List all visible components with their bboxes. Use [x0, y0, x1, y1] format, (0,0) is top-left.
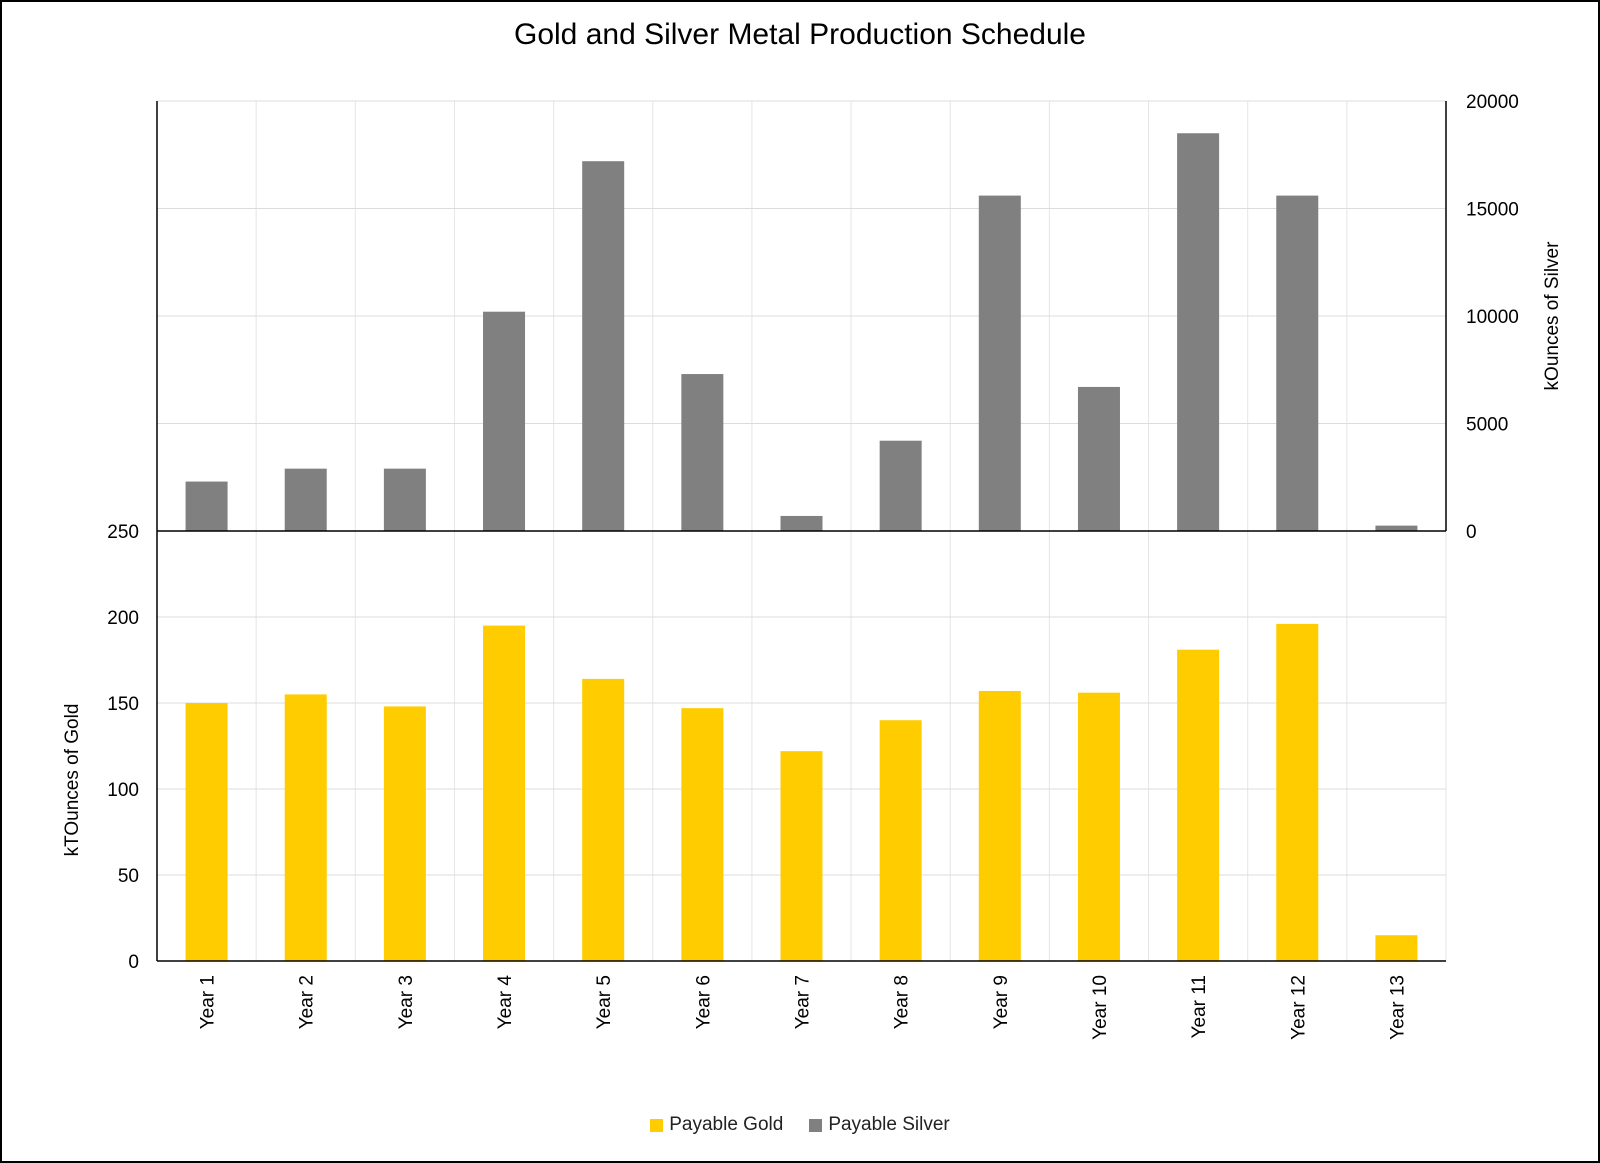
silver-axis-tick-label: 5000 [1466, 415, 1508, 436]
gold-bar-year-11 [1177, 649, 1220, 961]
gold-axis-tick-label: 150 [107, 694, 139, 715]
gold-bar-year-7 [780, 751, 823, 961]
legend: Payable Gold Payable Silver [0, 1114, 1600, 1136]
legend-item-silver: Payable Silver [809, 1114, 950, 1136]
x-tick-label: Year 13 [1387, 975, 1408, 1040]
silver-axis-title: kOunces of Silver [1542, 241, 1563, 391]
legend-label-silver: Payable Silver [828, 1114, 950, 1135]
silver-bar-year-1 [185, 481, 228, 531]
x-tick-label: Year 5 [594, 975, 615, 1029]
silver-bar-year-4 [483, 311, 526, 531]
silver-bar-year-9 [978, 195, 1021, 531]
gold-bar-year-8 [879, 720, 922, 961]
silver-axis-tick-label: 20000 [1466, 92, 1519, 113]
x-tick-label: Year 7 [793, 975, 814, 1029]
silver-axis-tick-label: 15000 [1466, 200, 1519, 221]
silver-bar-year-8 [879, 440, 922, 531]
silver-bar-year-7 [780, 515, 823, 531]
gold-bar-year-2 [284, 694, 327, 961]
legend-swatch-gold [650, 1118, 664, 1132]
gold-axis-tick-label: 200 [107, 608, 139, 629]
x-tick-label: Year 9 [991, 975, 1012, 1029]
silver-bar-year-12 [1276, 195, 1319, 531]
silver-bar-year-13 [1375, 525, 1418, 531]
silver-bar-year-5 [582, 161, 625, 531]
gold-axis-tick-label: 50 [118, 866, 139, 887]
gold-axis-tick-label: 0 [128, 952, 139, 973]
silver-bar-year-6 [681, 374, 724, 531]
chart-title: Gold and Silver Metal Production Schedul… [514, 18, 1086, 51]
gold-bar-year-4 [483, 625, 526, 961]
gold-bar-year-1 [185, 703, 228, 961]
legend-swatch-silver [809, 1118, 823, 1132]
gold-bar-year-12 [1276, 623, 1319, 961]
x-tick-label: Year 12 [1288, 975, 1309, 1040]
gold-bar-year-6 [681, 708, 724, 961]
gold-axis-tick-label: 100 [107, 780, 139, 801]
x-tick-label: Year 8 [892, 975, 913, 1029]
silver-axis-tick-label: 10000 [1466, 307, 1519, 328]
gold-bar-year-3 [383, 706, 426, 961]
gold-bar-year-13 [1375, 935, 1418, 961]
x-tick-label: Year 4 [495, 975, 516, 1030]
x-tick-label: Year 1 [198, 975, 219, 1029]
gold-bar-year-10 [1077, 692, 1120, 961]
silver-bar-year-3 [383, 468, 426, 531]
silver-bar-year-11 [1177, 133, 1220, 531]
x-tick-label: Year 11 [1189, 975, 1210, 1038]
gold-axis-tick-label: 250 [107, 522, 139, 543]
silver-axis-tick-label: 0 [1466, 522, 1477, 543]
gold-bar-year-5 [582, 678, 625, 961]
gold-axis-title: kTOunces of Gold [62, 704, 83, 857]
x-tick-label: Year 3 [396, 975, 417, 1029]
x-tick-label: Year 6 [693, 975, 714, 1029]
gold-bar-year-9 [978, 690, 1021, 961]
silver-bar-year-2 [284, 468, 327, 531]
legend-item-gold: Payable Gold [650, 1114, 783, 1136]
x-tick-label: Year 10 [1090, 975, 1111, 1040]
legend-label-gold: Payable Gold [669, 1114, 784, 1135]
x-tick-label: Year 2 [297, 975, 318, 1029]
silver-bar-year-10 [1077, 386, 1120, 531]
